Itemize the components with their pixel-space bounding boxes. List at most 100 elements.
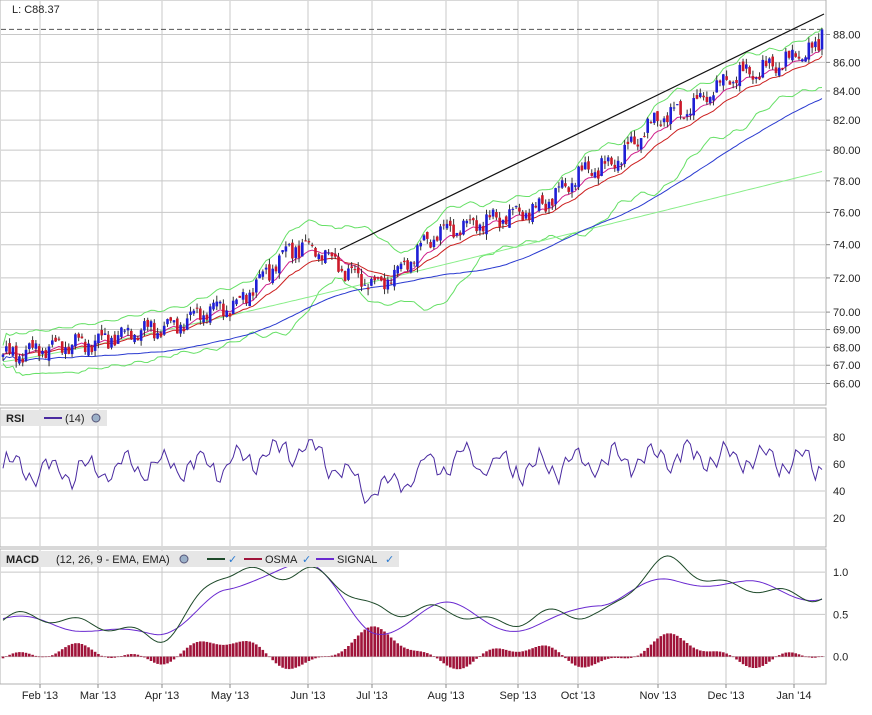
candle-up	[284, 246, 288, 252]
osma-bar	[524, 650, 528, 657]
osma-bar	[409, 649, 413, 657]
osma-bar	[5, 656, 8, 657]
candle-up	[462, 220, 465, 235]
osma-bar	[810, 656, 814, 658]
macd-title: MACD	[6, 554, 39, 566]
x-tick-label: Apr '13	[145, 690, 180, 702]
osma-bar	[521, 651, 524, 657]
candle-down	[21, 358, 24, 363]
osma-bar	[41, 656, 44, 658]
osma-bar	[541, 645, 544, 657]
candle-down	[597, 170, 600, 179]
osma-bar	[212, 643, 215, 657]
osma-bar	[264, 653, 268, 657]
osma-bar	[518, 651, 521, 657]
candle-up	[514, 206, 518, 208]
candle-down	[449, 220, 452, 226]
osma-bar	[340, 651, 344, 657]
osma-bar	[294, 656, 297, 668]
osma-bar	[123, 655, 126, 657]
candle-down	[541, 195, 544, 204]
osma-bar	[287, 656, 291, 670]
osma-bar	[508, 650, 511, 657]
macd-legend-check-1[interactable]: ✓	[228, 554, 237, 566]
candle-up	[419, 242, 422, 247]
candle-down	[771, 56, 774, 67]
signal-legend-check[interactable]: ✓	[385, 554, 394, 566]
osma-bar	[544, 645, 547, 657]
candle-up	[754, 77, 758, 79]
osma-bar	[37, 656, 41, 658]
candle-up	[126, 327, 130, 331]
osma-bar	[130, 654, 133, 657]
candle-down	[8, 343, 11, 353]
osma-bar	[28, 653, 31, 657]
osma-bar	[107, 656, 110, 658]
candle-up	[212, 302, 215, 310]
price-tick-label: 67.00	[833, 360, 861, 372]
candle-down	[199, 308, 202, 320]
osma-bar	[504, 649, 508, 657]
osma-bar	[468, 656, 472, 665]
osma-bar	[156, 656, 159, 664]
osma-bar	[623, 656, 626, 659]
osma-bar	[610, 656, 613, 659]
price-tick-label: 82.00	[833, 115, 861, 127]
bollinger-lower-line	[2, 87, 823, 376]
candle-down	[564, 183, 567, 187]
macd-settings-icon[interactable]	[179, 554, 189, 564]
candle-down	[274, 266, 278, 272]
osma-bar	[485, 651, 488, 657]
osma-bar	[695, 649, 699, 657]
candle-up	[807, 42, 811, 60]
candle-up	[777, 67, 781, 76]
osma-bar	[77, 643, 80, 657]
osma-bar	[146, 656, 149, 660]
candle-down	[781, 67, 784, 70]
candle-up	[653, 112, 656, 123]
candle-up	[123, 330, 126, 332]
candle-up	[699, 93, 702, 97]
rsi-settings-icon[interactable]	[91, 413, 101, 423]
osma-bar	[662, 634, 666, 657]
osma-bar	[103, 656, 107, 658]
osma-bar	[255, 644, 258, 657]
candle-up	[93, 340, 97, 351]
osma-bar	[366, 627, 370, 657]
x-tick-label: Sep '13	[500, 690, 537, 702]
osma-bar	[64, 647, 67, 657]
candle-up	[166, 319, 169, 325]
candle-up	[708, 96, 712, 103]
osma-bar	[801, 655, 804, 657]
osma-bar	[495, 648, 498, 657]
price-panel-frame	[0, 0, 827, 406]
macd-panel-frame	[0, 548, 827, 685]
osma-bar	[580, 656, 584, 668]
candle-down	[238, 295, 242, 298]
osma-bar	[14, 652, 18, 657]
osma-bar	[120, 656, 123, 657]
candle-up	[531, 204, 534, 222]
osma-bar	[814, 656, 817, 658]
osma-bar	[1, 656, 5, 659]
candle-down	[426, 232, 429, 239]
osma-bar	[426, 653, 429, 657]
osma-bar	[314, 656, 317, 659]
osma-bar	[564, 656, 567, 659]
osma-bar	[176, 656, 179, 658]
osma-bar	[745, 656, 748, 666]
candle-down	[682, 117, 686, 119]
osma-bar	[422, 652, 426, 657]
candle-up	[801, 59, 804, 62]
price-tick-label: 66.00	[833, 378, 861, 390]
rsi-line	[2, 438, 823, 505]
trendline	[339, 13, 825, 251]
candle-up	[139, 330, 143, 341]
osma-legend-check[interactable]: ✓	[302, 554, 311, 566]
osma-bar	[531, 648, 534, 657]
candle-up	[327, 252, 330, 254]
candle-down	[304, 240, 307, 242]
osma-bar	[472, 656, 475, 662]
osma-bar	[403, 647, 406, 657]
